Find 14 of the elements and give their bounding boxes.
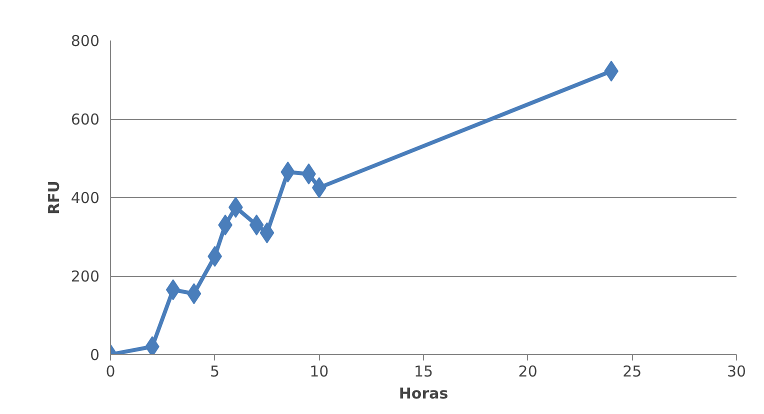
x-tick-label: 30 xyxy=(726,362,746,380)
y-tick-label: 600 xyxy=(70,110,100,128)
x-axis-title: Horas xyxy=(398,384,448,402)
x-tick-label: 15 xyxy=(414,362,434,380)
y-tick-label: 800 xyxy=(70,32,100,50)
x-tick-label: 0 xyxy=(106,362,116,380)
x-tick-label: 5 xyxy=(210,362,220,380)
x-tick-label: 10 xyxy=(310,362,329,380)
x-tick-label: 25 xyxy=(622,362,642,380)
x-tick-label: 20 xyxy=(518,362,538,380)
y-tick-label: 0 xyxy=(90,346,100,364)
y-tick-label: 400 xyxy=(70,189,100,207)
y-tick-label: 200 xyxy=(70,268,100,286)
y-axis-title: RFU xyxy=(44,180,63,214)
